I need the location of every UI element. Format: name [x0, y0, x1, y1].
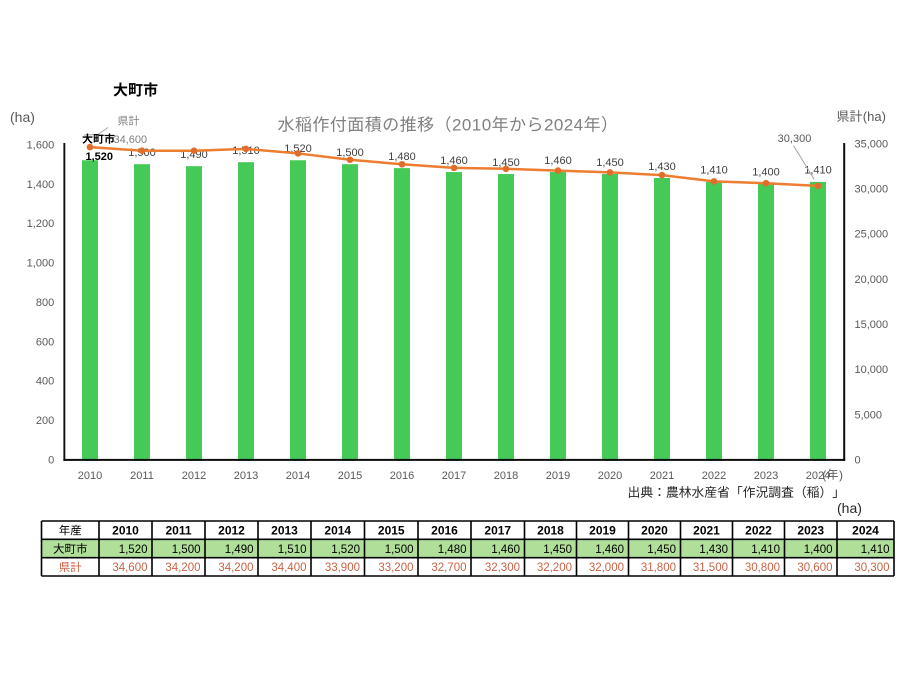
- svg-text:1,460: 1,460: [595, 544, 624, 556]
- svg-text:2018: 2018: [494, 470, 518, 482]
- svg-text:800: 800: [36, 297, 54, 309]
- svg-text:1,520: 1,520: [86, 151, 114, 163]
- svg-text:(: (: [822, 468, 826, 482]
- svg-text:1,600: 1,600: [27, 139, 55, 151]
- svg-text:1,460: 1,460: [440, 155, 468, 167]
- svg-text:(ha): (ha): [863, 109, 886, 124]
- svg-text:2012: 2012: [218, 524, 245, 538]
- svg-text:2010: 2010: [112, 524, 139, 538]
- svg-text:2020: 2020: [598, 470, 622, 482]
- svg-text:2019: 2019: [546, 470, 570, 482]
- svg-text:2015: 2015: [338, 470, 362, 482]
- svg-text:2011: 2011: [165, 524, 191, 538]
- svg-text:400: 400: [36, 376, 54, 388]
- svg-text:30,000: 30,000: [855, 184, 889, 196]
- svg-text:2014: 2014: [324, 524, 351, 538]
- svg-text:2011: 2011: [130, 470, 154, 482]
- svg-text:2016: 2016: [390, 470, 414, 482]
- svg-text:2016: 2016: [431, 524, 458, 538]
- svg-text:1,430: 1,430: [648, 161, 676, 173]
- svg-text:1,450: 1,450: [543, 544, 572, 556]
- svg-text:1,520: 1,520: [331, 544, 360, 556]
- svg-text:34,600: 34,600: [114, 134, 148, 146]
- svg-text:15,000: 15,000: [855, 319, 889, 331]
- svg-text:30,300: 30,300: [854, 562, 889, 574]
- svg-text:2022: 2022: [702, 470, 726, 482]
- svg-text:1,400: 1,400: [752, 167, 780, 179]
- svg-text:2010: 2010: [78, 470, 102, 482]
- svg-text:1,450: 1,450: [596, 157, 624, 169]
- svg-text:30,600: 30,600: [797, 562, 832, 574]
- svg-text:10,000: 10,000: [855, 364, 889, 376]
- svg-text:2023: 2023: [754, 470, 778, 482]
- svg-text:1,450: 1,450: [492, 157, 520, 169]
- svg-text:1,520: 1,520: [119, 544, 148, 556]
- svg-text:1,460: 1,460: [544, 155, 572, 167]
- svg-text:1,410: 1,410: [861, 544, 890, 556]
- svg-text:2010: 2010: [452, 116, 492, 135]
- svg-text:32,700: 32,700: [431, 562, 466, 574]
- svg-text:34,200: 34,200: [165, 562, 200, 574]
- svg-text:34,200: 34,200: [218, 562, 253, 574]
- svg-text:2021: 2021: [650, 470, 674, 482]
- svg-text:): ): [839, 468, 843, 482]
- svg-text:0: 0: [855, 454, 861, 466]
- svg-text:1,410: 1,410: [751, 544, 780, 556]
- svg-text:2018: 2018: [537, 524, 564, 538]
- svg-text:1,430: 1,430: [699, 544, 728, 556]
- svg-text:2015: 2015: [378, 524, 405, 538]
- svg-text:31,800: 31,800: [641, 562, 676, 574]
- svg-text:33,200: 33,200: [378, 562, 413, 574]
- svg-text:25,000: 25,000: [855, 229, 889, 241]
- svg-text:0: 0: [48, 454, 54, 466]
- svg-text:2022: 2022: [745, 524, 772, 538]
- svg-text:600: 600: [36, 336, 54, 348]
- svg-text:1,480: 1,480: [438, 544, 467, 556]
- svg-text:2017: 2017: [484, 524, 511, 538]
- svg-text:32,200: 32,200: [537, 562, 572, 574]
- svg-text:32,300: 32,300: [485, 562, 520, 574]
- svg-text:1,000: 1,000: [27, 258, 55, 270]
- svg-text:2021: 2021: [693, 524, 720, 538]
- svg-text:1,500: 1,500: [385, 544, 414, 556]
- svg-text:1,510: 1,510: [278, 544, 307, 556]
- svg-text:1,490: 1,490: [225, 544, 254, 556]
- svg-text:34,600: 34,600: [112, 562, 147, 574]
- svg-text:1,410: 1,410: [700, 165, 728, 177]
- svg-text:2014: 2014: [286, 470, 310, 482]
- svg-text:20,000: 20,000: [855, 274, 889, 286]
- svg-text:1,450: 1,450: [647, 544, 676, 556]
- svg-text:1,400: 1,400: [804, 544, 833, 556]
- svg-text:2020: 2020: [641, 524, 668, 538]
- svg-text:2013: 2013: [234, 470, 258, 482]
- svg-text:2012: 2012: [182, 470, 206, 482]
- svg-text:2024: 2024: [544, 116, 584, 135]
- svg-text:2017: 2017: [442, 470, 466, 482]
- svg-text:31,500: 31,500: [693, 562, 728, 574]
- svg-text:(ha): (ha): [10, 109, 35, 125]
- svg-text:32,000: 32,000: [589, 562, 624, 574]
- svg-text:(ha): (ha): [837, 500, 862, 516]
- svg-text:2024: 2024: [806, 470, 830, 482]
- svg-text:1,200: 1,200: [27, 218, 55, 230]
- svg-text:1,500: 1,500: [336, 147, 364, 159]
- svg-text:33,900: 33,900: [325, 562, 360, 574]
- svg-text:5,000: 5,000: [855, 409, 883, 421]
- svg-text:1,400: 1,400: [27, 179, 55, 191]
- svg-text:1,480: 1,480: [388, 151, 416, 163]
- svg-text:2024: 2024: [852, 524, 879, 538]
- svg-text:1,500: 1,500: [172, 544, 201, 556]
- svg-text:35,000: 35,000: [855, 138, 889, 150]
- svg-text:30,800: 30,800: [745, 562, 780, 574]
- svg-text:34,400: 34,400: [271, 562, 306, 574]
- svg-text:2013: 2013: [271, 524, 298, 538]
- svg-text:2019: 2019: [589, 524, 616, 538]
- svg-text:1,460: 1,460: [491, 544, 520, 556]
- svg-text:200: 200: [36, 415, 54, 427]
- svg-text:2023: 2023: [797, 524, 824, 538]
- svg-text:30,300: 30,300: [778, 133, 812, 145]
